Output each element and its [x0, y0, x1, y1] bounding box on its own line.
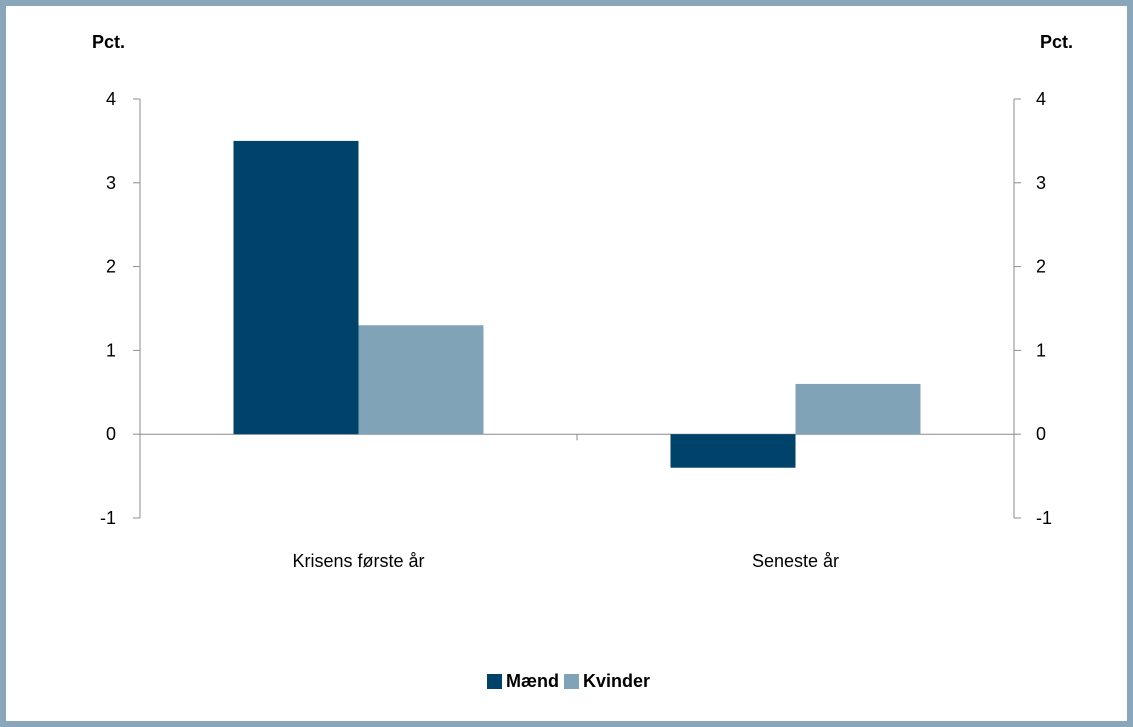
legend-swatch — [564, 674, 579, 689]
right-tick-label: 0 — [1036, 424, 1046, 444]
legend-label: Mænd — [506, 671, 559, 691]
category-label: Seneste år — [752, 551, 839, 571]
left-tick-label: -1 — [100, 508, 116, 528]
right-tick-label: 3 — [1036, 173, 1046, 193]
left-tick-label: 4 — [106, 89, 116, 109]
right-tick-label: 2 — [1036, 257, 1046, 277]
left-tick-label: 2 — [106, 257, 116, 277]
bar-kvinder — [358, 325, 484, 435]
bar-mænd — [233, 140, 359, 435]
bar-chart: Pct. Pct. -1 -1 0 0 1 1 2 2 3 3 4 4 Krisens første … — [92, 32, 1073, 691]
chart-frame: Pct. Pct. -1 -1 0 0 1 1 2 2 3 3 4 4 Krisens første … — [6, 6, 1127, 721]
bar-kvinder — [795, 383, 921, 435]
left-tick-label: 1 — [106, 340, 116, 360]
right-tick-label: 1 — [1036, 340, 1046, 360]
right-tick-label: -1 — [1036, 508, 1052, 528]
bar-mænd — [670, 434, 796, 468]
bars-group — [233, 140, 921, 468]
legend-swatch — [487, 674, 502, 689]
legend-label: Kvinder — [583, 671, 650, 691]
right-axis-unit-label: Pct. — [1040, 32, 1073, 52]
left-tick-label: 3 — [106, 173, 116, 193]
category-label: Krisens første år — [292, 551, 424, 571]
axes-group: -1 -1 0 0 1 1 2 2 3 3 4 4 — [100, 89, 1052, 528]
legend: Mænd Kvinder — [487, 671, 650, 691]
right-tick-label: 4 — [1036, 89, 1046, 109]
left-tick-label: 0 — [106, 424, 116, 444]
category-labels-group: Krisens første år Seneste år — [292, 551, 839, 571]
left-axis-unit-label: Pct. — [92, 32, 125, 52]
